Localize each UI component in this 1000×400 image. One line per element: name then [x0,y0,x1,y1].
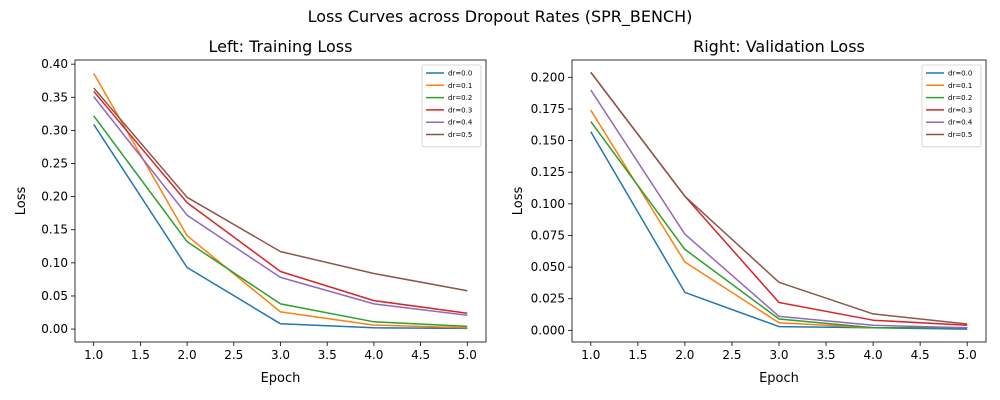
right-y-tick-label: 0.125 [531,165,565,179]
right-y-tick-label: 0.075 [531,228,565,242]
left-y-tick-label: 0.35 [41,90,68,104]
left-legend-label: dr=0.0 [448,70,472,78]
right-y-tick-label: 0.100 [531,197,565,211]
left-chart-panel: Left: Training Loss 1.0 1.5 2.0 2.5 3.0 3.5 4.0… [14,37,487,386]
right-y-tick-label: 0.025 [531,292,565,306]
right-x-tick-label: 1.5 [628,348,647,362]
right-x-tick-label: 3.0 [769,348,788,362]
left-legend-label: dr=0.4 [448,119,473,127]
right-y-tick-label: 0.150 [531,134,565,148]
left-x-tick-label: 2.5 [224,348,243,362]
left-y-tick-label: 0.10 [41,256,68,270]
right-series-line-dr-0-2 [590,121,968,329]
left-x-tick-label: 2.0 [178,348,197,362]
left-chart-title: Left: Training Loss [209,37,353,56]
right-legend-label: dr=0.0 [948,70,972,78]
right-legend-label: dr=0.5 [948,131,972,139]
left-y-tick-label: 0.20 [41,190,68,204]
right-chart-title: Right: Validation Loss [693,37,865,56]
right-series-line-dr-0-5 [590,71,968,325]
left-x-tick-label: 3.5 [318,348,337,362]
right-x-tick-label: 5.0 [958,348,977,362]
right-x-tick-label: 3.5 [816,348,835,362]
left-series-line-dr-0-0 [93,123,468,330]
left-y-tick-label: 0.40 [41,57,68,71]
left-y-tick-label: 0.30 [41,123,68,137]
left-y-tick-label: 0.05 [41,289,68,303]
left-y-tick-label: 0.25 [41,157,68,171]
right-chart-panel: Right: Validation Loss 1.0 1.5 2.0 2.5 3.0 3.5… [511,37,987,386]
right-y-tick-label: 0.200 [531,70,565,84]
left-legend-label: dr=0.2 [448,94,472,102]
left-x-axis-label: Epoch [261,371,301,386]
left-series-line-dr-0-3 [93,90,468,314]
left-y-tick-label: 0.00 [41,322,68,336]
left-y-tick-label: 0.15 [41,223,68,237]
left-x-tick-label: 4.0 [364,348,383,362]
left-x-tick-label: 3.0 [271,348,290,362]
figure-title: Loss Curves across Dropout Rates (SPR_BE… [308,7,693,27]
left-x-tick-label: 4.5 [411,348,430,362]
left-series-line-dr-0-2 [93,115,468,328]
right-legend-label: dr=0.2 [948,94,972,102]
right-y-tick-label: 0.175 [531,102,565,116]
left-series-line-dr-0-4 [93,96,468,316]
left-legend-label: dr=0.1 [448,82,472,90]
right-series-line-dr-0-4 [590,89,968,329]
right-x-tick-label: 2.5 [722,348,741,362]
left-x-tick-label: 1.5 [131,348,150,362]
right-legend: dr=0.0 dr=0.1 dr=0.2 dr=0.3 dr=0.4 dr=0.5 [921,64,982,148]
left-legend: dr=0.0 dr=0.1 dr=0.2 dr=0.3 dr=0.4 dr=0.5 [421,64,482,148]
right-legend-label: dr=0.1 [948,82,972,90]
right-x-axis-label: Epoch [759,371,799,386]
right-legend-label: dr=0.4 [948,119,973,127]
right-plot-frame [571,59,987,343]
left-y-axis-label: Loss [14,187,29,216]
right-x-tick-label: 4.5 [911,348,930,362]
left-series-line-dr-0-1 [93,73,468,329]
right-y-axis-label: Loss [511,187,526,216]
right-x-tick-label: 1.0 [581,348,600,362]
right-x-tick-label: 4.0 [864,348,883,362]
left-x-tick-label: 1.0 [84,348,103,362]
right-legend-label: dr=0.3 [948,106,972,114]
right-x-tick-label: 2.0 [675,348,694,362]
left-legend-label: dr=0.3 [448,106,472,114]
left-x-tick-label: 5.0 [458,348,477,362]
right-y-tick-label: 0.000 [531,323,565,337]
left-plot-frame [74,59,487,343]
right-y-tick-label: 0.050 [531,260,565,274]
left-series-line-dr-0-5 [93,87,468,292]
left-legend-label: dr=0.5 [448,131,472,139]
